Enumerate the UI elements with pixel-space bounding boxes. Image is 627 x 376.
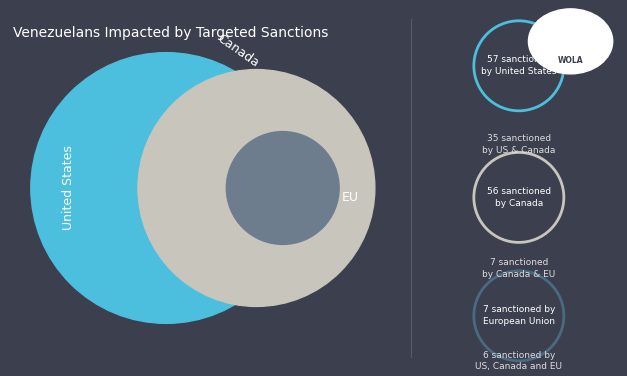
Circle shape <box>138 70 375 306</box>
Text: Venezuelans Impacted by Targeted Sanctions: Venezuelans Impacted by Targeted Sanctio… <box>13 26 328 40</box>
Text: 6 sanctioned by
US, Canada and EU: 6 sanctioned by US, Canada and EU <box>475 350 562 371</box>
Text: 56 sanctioned
by Canada: 56 sanctioned by Canada <box>487 187 551 208</box>
Text: 7 sanctioned by
European Union: 7 sanctioned by European Union <box>483 305 555 326</box>
Circle shape <box>226 132 339 244</box>
Text: WOLA: WOLA <box>558 56 583 65</box>
Text: 35 sanctioned
by US & Canada: 35 sanctioned by US & Canada <box>482 134 556 155</box>
Text: 7 sanctioned
by Canada & EU: 7 sanctioned by Canada & EU <box>482 258 556 279</box>
Circle shape <box>31 53 302 323</box>
Circle shape <box>529 9 613 74</box>
Text: United States: United States <box>62 146 75 230</box>
Text: 57 sanctioned
by United States: 57 sanctioned by United States <box>481 55 557 76</box>
Text: EU: EU <box>342 191 359 204</box>
Text: Canada: Canada <box>214 32 261 70</box>
